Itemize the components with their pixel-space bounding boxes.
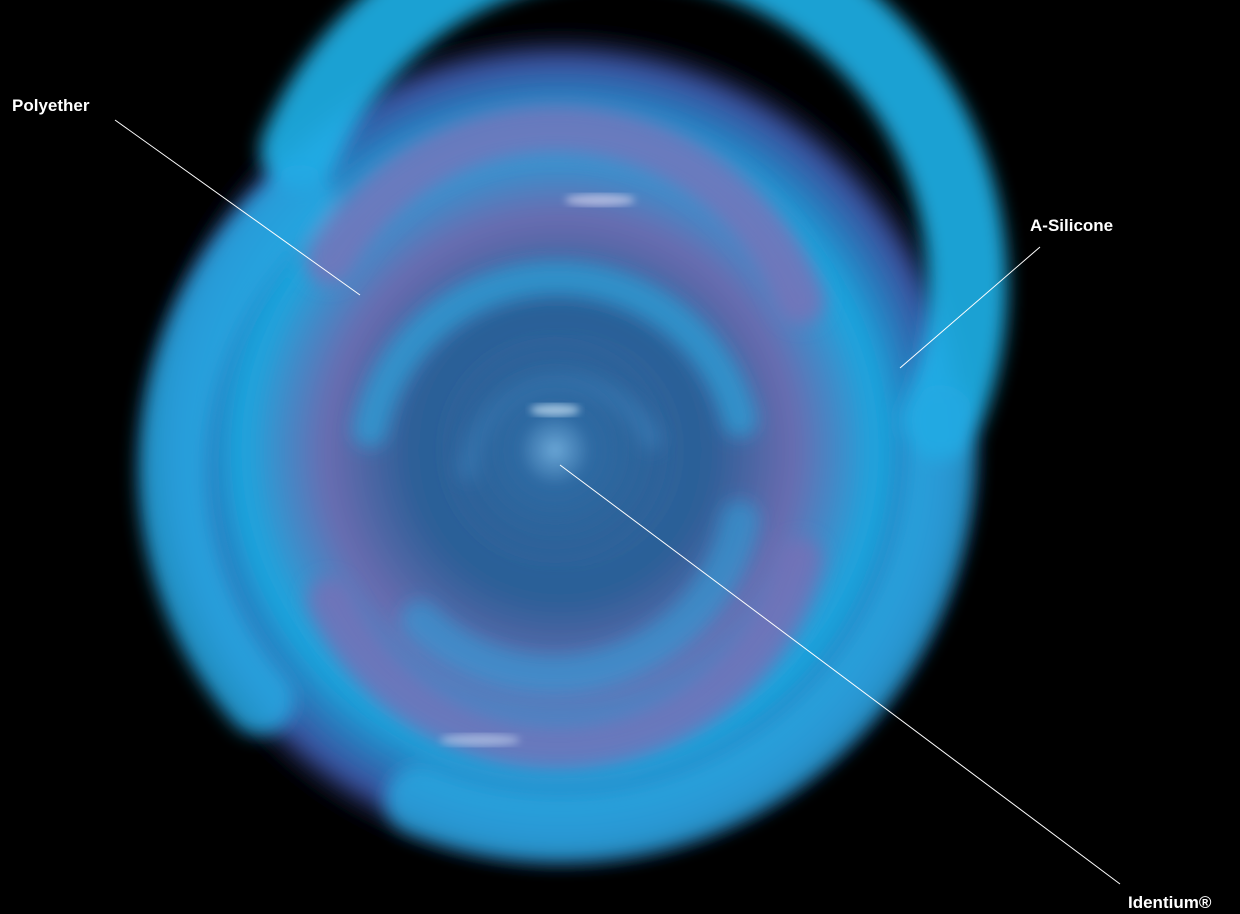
leader-line [899,246,1041,369]
swirl [135,0,1008,875]
leader-line [559,464,1121,885]
label: A-Silicone [1030,216,1113,235]
leader-line [114,119,361,296]
label: Identium® [1128,893,1212,912]
label: Polyether [12,96,90,115]
